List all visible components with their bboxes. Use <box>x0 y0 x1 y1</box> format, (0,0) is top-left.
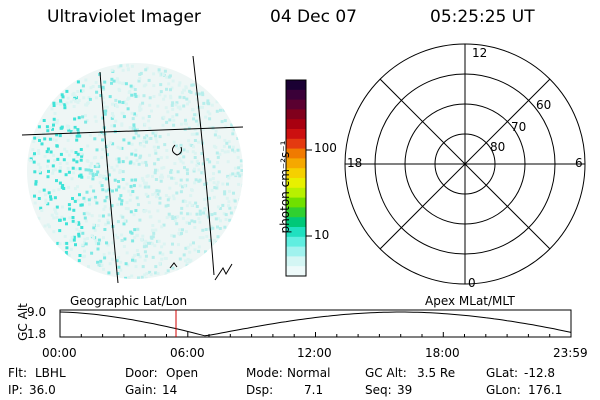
geographic-grid <box>21 55 244 284</box>
colorbar-band <box>286 266 306 277</box>
colorbar-band <box>286 168 306 179</box>
glon-value: 176.1 <box>528 383 563 397</box>
colorbar-band <box>286 187 306 199</box>
mlt-label-12: 12 <box>472 46 488 60</box>
colorbar-unit-label: photon cm⁻²s⁻¹ <box>278 140 292 234</box>
colorbar-band <box>286 129 306 140</box>
filter-label: Flt: <box>8 366 27 380</box>
gc-alt-label: GC Alt: <box>365 366 407 380</box>
colorbar-band <box>286 207 306 218</box>
x-tick-0000: 00:00 <box>42 346 77 360</box>
x-tick-0600: 06:00 <box>170 346 205 360</box>
mlat-label-80: 80 <box>490 140 506 154</box>
x-tick-1800: 18:00 <box>425 346 460 360</box>
timeline-ymin: 1.8 <box>27 327 47 341</box>
colorbar-band <box>286 99 306 110</box>
colorbar-band <box>286 119 306 130</box>
colorbar-band <box>286 148 306 159</box>
apex-title: Apex MLat/MLT <box>425 294 515 308</box>
polar-grid <box>344 43 586 285</box>
mlat-label-60: 60 <box>536 98 552 112</box>
dsp-value: 7.1 <box>304 383 324 397</box>
date-label: 04 Dec 07 <box>270 7 357 27</box>
mode-value: Normal <box>287 366 331 380</box>
ip-value: 36.0 <box>29 383 56 397</box>
colorbar-tick-100: 100 <box>314 141 337 155</box>
dsp-label: Dsp: <box>246 383 274 397</box>
earth-disc <box>21 55 244 284</box>
colorbar-band <box>286 178 306 189</box>
colorbar-band <box>286 80 306 91</box>
ip-label: IP: <box>8 383 23 397</box>
glat-value: -12.8 <box>524 366 556 380</box>
gc-alt-value: 3.5 Re <box>417 366 456 380</box>
door-value: Open <box>166 366 199 380</box>
altitude-timeline <box>59 309 572 338</box>
colorbar-band <box>286 109 306 120</box>
mlt-label-18: 18 <box>347 156 363 170</box>
colorbar-band <box>286 158 306 169</box>
glon-label: GLon: <box>486 383 521 397</box>
filter-value: LBHL <box>35 366 66 380</box>
colorbar-tick-10: 10 <box>314 228 330 242</box>
colorbar-band <box>286 236 306 248</box>
colorbar <box>286 80 306 277</box>
colorbar-frame <box>285 79 307 277</box>
door-label: Door: <box>125 366 158 380</box>
colorbar-band <box>286 138 306 150</box>
glat-label: GLat: <box>486 366 519 380</box>
colorbar-band <box>286 227 306 238</box>
instrument-title: Ultraviolet Imager <box>47 7 201 27</box>
time-label: 05:25:25 UT <box>430 7 535 27</box>
mlt-label-0: 0 <box>468 276 476 290</box>
colorbar-band <box>286 246 306 257</box>
timeline-ymax: 9.0 <box>27 305 47 319</box>
seq-value: 39 <box>397 383 413 397</box>
x-tick-2359: 23:59 <box>553 346 588 360</box>
colorbar-band <box>286 256 306 267</box>
gain-value: 14 <box>162 383 178 397</box>
colorbar-band <box>286 217 306 228</box>
geographic-title: Geographic Lat/Lon <box>70 294 188 308</box>
colorbar-band <box>286 197 306 208</box>
mlat-label-70: 70 <box>511 120 527 134</box>
seq-label: Seq: <box>365 383 392 397</box>
x-tick-1200: 12:00 <box>297 346 332 360</box>
gain-label: Gain: <box>125 383 157 397</box>
mlt-label-6: 6 <box>575 156 583 170</box>
mode-label: Mode: <box>246 366 283 380</box>
colorbar-band <box>286 89 306 101</box>
